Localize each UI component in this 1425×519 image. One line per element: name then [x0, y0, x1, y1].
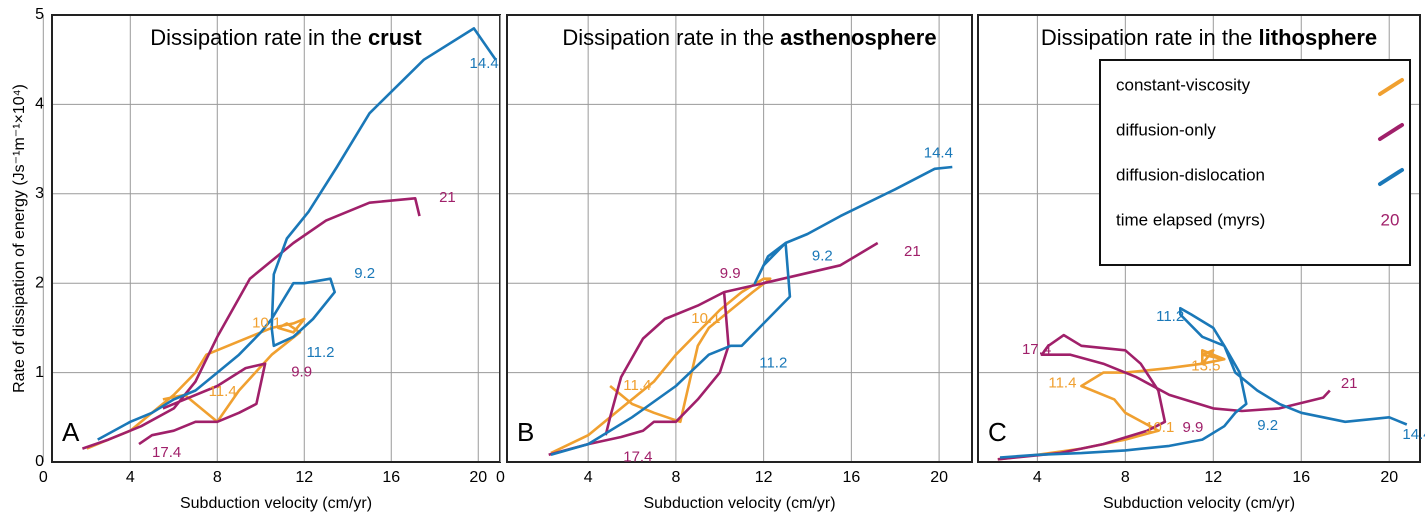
x-axis-label: Subduction velocity (cm/yr) — [1103, 495, 1295, 512]
x-tick-label: 20 — [469, 469, 487, 486]
y-tick-label: 5 — [35, 6, 44, 23]
time-annotation: 9.9 — [720, 265, 741, 282]
time-annotation: 11.4 — [209, 383, 237, 400]
legend-swatch — [1378, 168, 1404, 186]
time-annotation: 9.9 — [1183, 419, 1204, 436]
title-text: Dissipation rate in the — [562, 25, 774, 50]
x-tick-label: 20 — [930, 469, 948, 486]
panel-frame — [506, 14, 973, 463]
time-annotation: 9.2 — [1257, 417, 1278, 434]
time-annotation: 10.1 — [252, 314, 281, 331]
x-axis-label: Subduction velocity (cm/yr) — [643, 495, 835, 512]
time-annotation: 21 — [904, 243, 921, 260]
x-axis-label: Subduction velocity (cm/yr) — [180, 495, 372, 512]
x-tick-label: 16 — [1292, 469, 1310, 486]
series-line — [97, 27, 497, 441]
time-annotation: 9.2 — [354, 265, 375, 282]
y-tick-label: 3 — [35, 185, 44, 202]
title-text: Dissipation rate in the — [1041, 25, 1253, 50]
x-tick-label: 8 — [671, 469, 680, 486]
time-annotation: 10.1 — [1145, 419, 1174, 436]
x-tick-label: 8 — [1121, 469, 1130, 486]
series-line — [997, 333, 1331, 461]
y-tick-label: 1 — [35, 364, 44, 381]
series-line — [999, 306, 1408, 459]
time-annotation: 11.2 — [306, 344, 334, 361]
time-annotation: 11.4 — [1048, 374, 1076, 391]
y-tick-label: 4 — [35, 96, 44, 113]
panel-frame — [51, 14, 501, 463]
legend-time-example: 20 — [1381, 210, 1400, 229]
time-annotation: 21 — [1341, 375, 1358, 392]
series-line — [81, 197, 421, 450]
time-annotation: 17.4 — [1022, 341, 1051, 358]
legend-box — [1099, 59, 1411, 266]
panel-title: Dissipation rate in the asthenosphere — [562, 25, 936, 50]
panel-title: Dissipation rate in the lithosphere — [1041, 25, 1377, 50]
time-annotation: 21 — [439, 189, 456, 206]
y-axis-label: Rate of dissipation of energy (Js⁻¹m⁻¹×1… — [11, 84, 28, 393]
legend-label: diffusion-only — [1116, 120, 1216, 139]
legend-label: constant-viscosity — [1116, 75, 1251, 94]
title-emphasis: asthenosphere — [780, 25, 937, 50]
time-annotation: 17.4 — [623, 448, 652, 465]
series-line — [548, 241, 879, 457]
x-tick-label: 4 — [1033, 469, 1042, 486]
time-annotation: 13.5 — [1191, 357, 1220, 374]
x-tick-label: 0 — [496, 469, 505, 486]
legend-swatch — [1378, 123, 1404, 141]
time-annotation: 10.1 — [691, 310, 720, 327]
title-emphasis: crust — [368, 25, 422, 50]
panel-letter: A — [62, 417, 80, 447]
x-tick-label: 4 — [584, 469, 593, 486]
y-tick-label: 0 — [35, 453, 44, 470]
series-line — [550, 277, 772, 455]
title-emphasis: lithosphere — [1259, 25, 1378, 50]
x-tick-label: 12 — [1204, 469, 1222, 486]
panel-title: Dissipation rate in the crust — [150, 25, 422, 50]
panel-letter: B — [517, 417, 534, 447]
plot-area — [81, 27, 497, 450]
time-annotation: 14.4 — [1402, 426, 1425, 443]
plot-area — [997, 306, 1408, 461]
time-annotation: 9.9 — [291, 364, 312, 381]
time-annotation: 9.2 — [812, 247, 833, 264]
legend-swatch — [1378, 78, 1404, 96]
time-annotation: 11.2 — [759, 355, 787, 372]
series-line — [550, 165, 953, 457]
x-tick-label: 0 — [39, 469, 48, 486]
x-tick-label: 12 — [295, 469, 313, 486]
x-tick-label: 8 — [213, 469, 222, 486]
time-annotation: 17.4 — [152, 444, 181, 461]
x-tick-label: 16 — [842, 469, 860, 486]
y-tick-label: 2 — [35, 274, 44, 291]
x-tick-label: 20 — [1380, 469, 1398, 486]
plot-area — [548, 165, 953, 457]
time-annotation: 14.4 — [924, 145, 953, 162]
panel-frame — [977, 14, 1421, 463]
series-line — [997, 349, 1226, 461]
panel-letter: C — [988, 417, 1007, 447]
legend-label: diffusion-dislocation — [1116, 165, 1265, 184]
legend-label: time elapsed (myrs) — [1116, 210, 1265, 229]
time-annotation: 14.4 — [470, 55, 499, 72]
time-annotation: 11.4 — [623, 377, 651, 394]
time-annotation: 11.2 — [1156, 308, 1184, 325]
title-text: Dissipation rate in the — [150, 25, 362, 50]
x-tick-label: 16 — [382, 469, 400, 486]
x-tick-label: 12 — [755, 469, 773, 486]
x-tick-label: 4 — [126, 469, 135, 486]
